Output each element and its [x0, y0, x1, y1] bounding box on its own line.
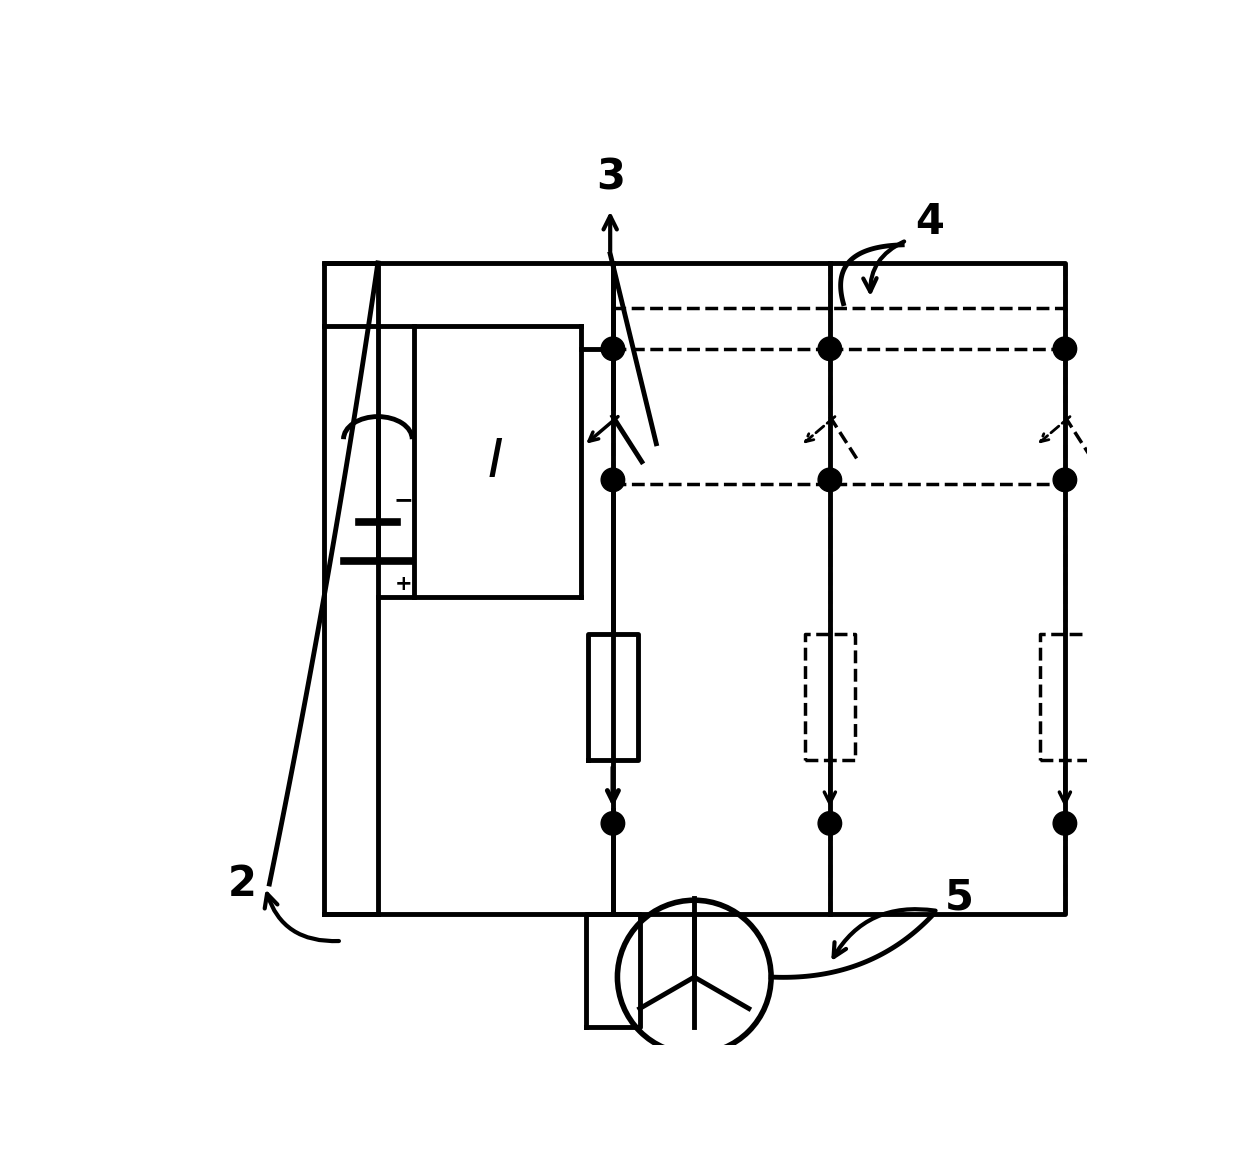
Circle shape [818, 337, 842, 360]
Text: 4: 4 [915, 201, 944, 243]
Text: 3: 3 [595, 156, 625, 198]
Circle shape [601, 811, 625, 835]
Circle shape [818, 468, 842, 492]
Text: $I$: $I$ [487, 436, 503, 487]
Text: −: − [393, 487, 413, 512]
Text: 2: 2 [228, 863, 257, 905]
Text: +: + [394, 574, 412, 594]
Text: 5: 5 [945, 877, 973, 918]
Circle shape [818, 811, 842, 835]
Circle shape [601, 468, 625, 492]
Circle shape [1053, 337, 1076, 360]
Circle shape [601, 337, 625, 360]
Circle shape [1053, 468, 1076, 492]
Circle shape [1053, 811, 1076, 835]
